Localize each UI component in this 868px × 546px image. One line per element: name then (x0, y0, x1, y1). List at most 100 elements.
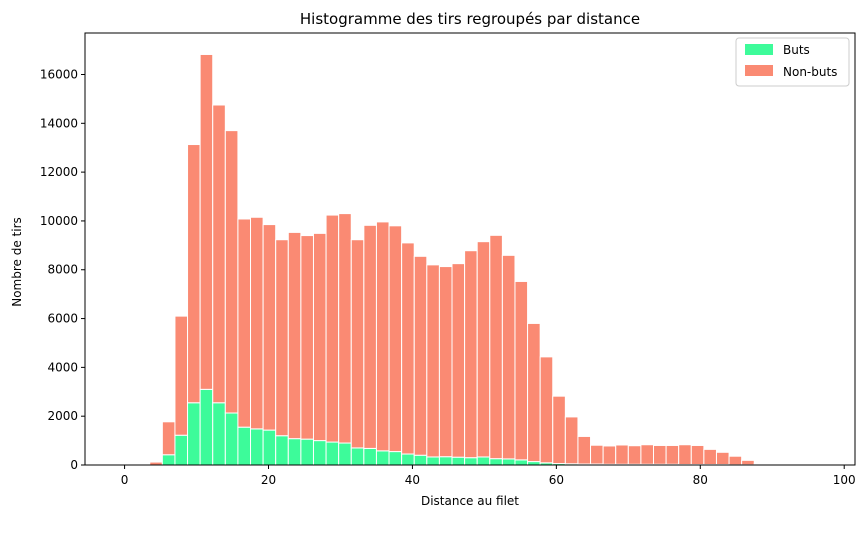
bar-buts (287, 438, 302, 466)
bar-non-buts (539, 356, 554, 464)
y-tick-label: 14000 (40, 116, 78, 130)
y-axis-label: Nombre de tirs (10, 217, 24, 307)
bar-buts (527, 461, 541, 466)
bar-non-buts (237, 218, 252, 428)
chart-title: Histogramme des tirs regroupés par dista… (300, 10, 640, 28)
bar-non-buts (187, 144, 201, 404)
bar-non-buts (212, 104, 226, 404)
y-tick-label: 0 (70, 458, 78, 472)
bar-buts (451, 456, 466, 466)
bar-non-buts (262, 224, 277, 431)
bar-non-buts (161, 421, 176, 456)
bar-buts (312, 440, 327, 466)
x-axis-ticks: 0 20 40 60 80 100 (121, 465, 856, 487)
bar-non-buts (426, 264, 440, 458)
bar-non-buts (413, 255, 428, 456)
bar-non-buts (590, 444, 604, 465)
plot-frame (84, 32, 856, 466)
bar-buts (187, 402, 201, 466)
bar-non-buts (728, 455, 743, 466)
bar-non-buts (640, 444, 655, 465)
bar-buts (501, 458, 516, 466)
bar-non-buts (300, 235, 314, 440)
bar-non-buts (287, 231, 302, 440)
bar-non-buts (577, 435, 592, 465)
bar-non-buts (438, 266, 453, 458)
bar-non-buts (602, 445, 617, 465)
bar-non-buts (615, 444, 629, 465)
bar-non-buts (363, 224, 377, 449)
y-tick-label: 2000 (47, 409, 78, 423)
x-tick-label: 80 (693, 473, 708, 487)
y-tick-label: 6000 (47, 312, 78, 326)
bar-buts (350, 447, 365, 466)
y-tick-label: 4000 (47, 360, 78, 374)
legend: Buts Non-buts (735, 37, 850, 87)
bar-buts (237, 426, 252, 466)
bar-buts (476, 456, 491, 466)
x-tick-label: 60 (549, 473, 564, 487)
bar-non-buts (627, 445, 642, 465)
bar-non-buts (703, 448, 717, 466)
bar-non-buts (325, 214, 340, 443)
bar-buts (275, 435, 289, 466)
bar-non-buts (501, 254, 516, 460)
bar-non-buts (690, 444, 705, 466)
legend-swatch-non-buts (745, 65, 773, 76)
bar-buts (375, 450, 390, 466)
y-tick-label: 10000 (40, 214, 78, 228)
bar-non-buts (741, 459, 755, 466)
bar-non-buts (527, 322, 541, 463)
bar-buts (464, 457, 478, 466)
bar-non-buts (653, 444, 667, 465)
bar-non-buts (489, 234, 503, 460)
bar-non-buts (275, 239, 289, 437)
bars-group (149, 53, 780, 466)
x-axis-label: Distance au filet (421, 494, 519, 508)
bar-non-buts (514, 280, 529, 461)
bar-non-buts (199, 53, 214, 390)
legend-label-non-buts: Non-buts (783, 65, 837, 79)
bar-buts (161, 454, 176, 466)
bar-non-buts (338, 213, 352, 444)
bar-buts (388, 451, 403, 466)
bar-non-buts (388, 225, 403, 453)
bar-non-buts (715, 451, 730, 466)
bar-buts (212, 402, 226, 466)
bar-non-buts (665, 444, 680, 465)
bar-non-buts (476, 241, 491, 458)
bar-non-buts (564, 416, 579, 465)
legend-swatch-buts (745, 44, 773, 55)
bar-non-buts (174, 315, 189, 436)
bar-non-buts (224, 130, 239, 414)
bar-buts (426, 456, 440, 466)
bar-buts (489, 458, 503, 466)
x-tick-label: 0 (121, 473, 129, 487)
bar-non-buts (401, 242, 415, 455)
bar-buts (325, 441, 340, 466)
x-tick-label: 20 (261, 473, 276, 487)
bar-buts (413, 454, 428, 466)
x-tick-label: 100 (833, 473, 856, 487)
bar-non-buts (375, 221, 390, 452)
legend-label-buts: Buts (783, 43, 810, 57)
bar-non-buts (464, 250, 478, 459)
y-tick-label: 12000 (40, 165, 78, 179)
bar-buts (338, 442, 352, 466)
x-tick-label: 40 (405, 473, 420, 487)
y-tick-label: 16000 (40, 67, 78, 81)
bar-buts (401, 453, 415, 466)
bar-buts (514, 459, 529, 466)
bar-non-buts (350, 239, 365, 449)
bar-buts (262, 429, 277, 466)
bar-non-buts (451, 263, 466, 458)
bar-non-buts (678, 444, 692, 466)
y-axis-ticks: 0 2000 4000 6000 8000 10000 12000 14000 16000 (40, 67, 85, 472)
bar-non-buts (552, 395, 566, 465)
bar-buts (250, 428, 264, 466)
bar-buts (363, 447, 377, 466)
bar-buts (300, 438, 314, 466)
bar-buts (438, 456, 453, 466)
bar-buts (199, 388, 214, 466)
